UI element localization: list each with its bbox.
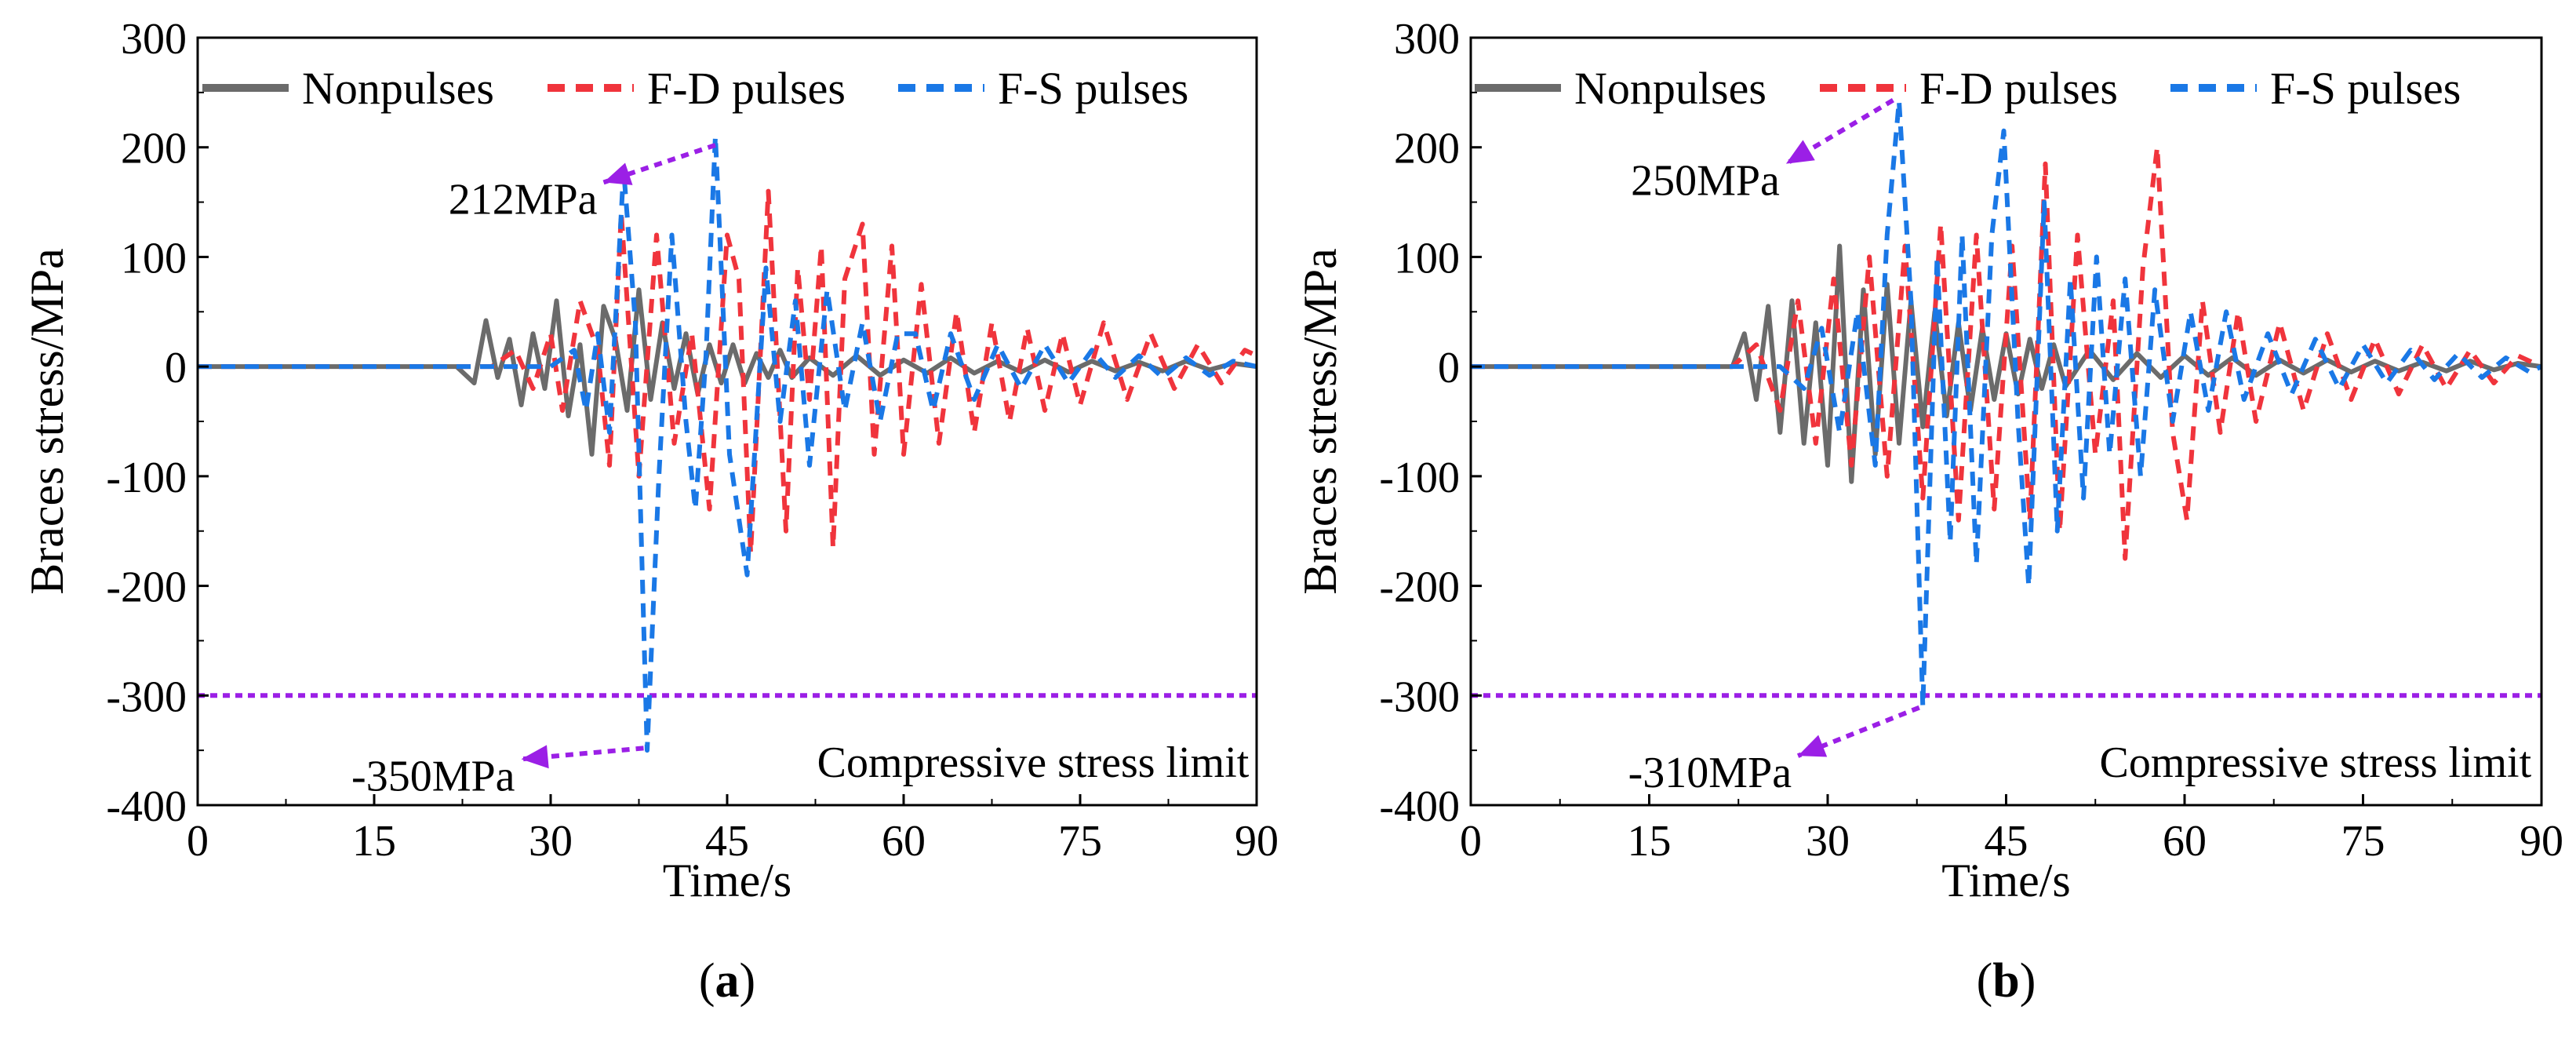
y-tick-label: -200 xyxy=(106,563,187,612)
y-tick-label: 100 xyxy=(1394,234,1460,283)
y-tick-label: 300 xyxy=(121,15,187,64)
legend-label-fs-pulses: F-S pulses xyxy=(2270,63,2461,114)
legend-label-fs-pulses: F-S pulses xyxy=(998,63,1188,114)
plot-frame xyxy=(196,36,1258,807)
legend-label-nonpulses: Nonpulses xyxy=(1574,63,1766,114)
chart-a: 0 15 30 45 60 75 90 -400 -300 -200 -100 0 100 200 300… xyxy=(21,15,1279,1008)
series-line-f-d-pulses xyxy=(198,188,1257,556)
x-tick-label: 75 xyxy=(1058,817,1102,866)
y-tick-label: -300 xyxy=(1379,673,1460,721)
x-tick-label: 90 xyxy=(1235,817,1279,866)
series-line-nonpulses xyxy=(198,287,1257,457)
annotation-compressive-stress-limit: Compressive stress limit xyxy=(817,738,1250,787)
annotation-label-250mpa: 250MPa xyxy=(1631,157,1780,206)
y-tick-label: 0 xyxy=(1438,344,1460,392)
annotation-label-310mpa: -310MPa xyxy=(1628,749,1792,797)
annotation-compressive-stress-limit: Compressive stress limit xyxy=(2100,738,2532,787)
x-tick-label: 60 xyxy=(882,817,926,866)
y-tick-label: -200 xyxy=(1379,563,1460,612)
annotation-arrowhead xyxy=(1785,140,1815,164)
series-line-f-d-pulses xyxy=(1471,144,2541,561)
annotation-arrowhead xyxy=(603,162,633,185)
x-tick-label: 30 xyxy=(529,817,573,866)
y-tick-label: 100 xyxy=(121,234,187,283)
x-tick-label: 0 xyxy=(1460,817,1482,866)
annotation-label-350mpa: -350MPa xyxy=(351,752,515,800)
chart-b: 0 15 30 45 60 75 90 -400 -300 -200 -100 0 100 200 300… xyxy=(1294,15,2563,1008)
y-tick-label: -400 xyxy=(1379,782,1460,831)
panel-caption: (a) xyxy=(699,954,755,1008)
x-axis-title: Time/s xyxy=(1941,855,2071,906)
y-axis-title: Braces stress/MPa xyxy=(21,248,73,595)
y-tick-label: 0 xyxy=(165,344,187,392)
x-tick-label: 0 xyxy=(187,817,209,866)
chart-panel-b: 0 15 30 45 60 75 90 -400 -300 -200 -100 0 100 200 300… xyxy=(1288,0,2576,1039)
x-tick-label: 45 xyxy=(705,817,749,866)
x-tick-label: 45 xyxy=(1985,817,2028,866)
annotation-arrow-line xyxy=(602,143,716,185)
y-tick-label: -100 xyxy=(1379,454,1460,502)
legend-label-fd-pulses: F-D pulses xyxy=(1919,63,2118,114)
chart-panel-a: 0 15 30 45 60 75 90 -400 -300 -200 -100 0 100 200 300… xyxy=(21,15,1279,1008)
y-tick-label: 200 xyxy=(121,125,187,173)
annotation-label-212mpa: 212MPa xyxy=(449,175,598,224)
x-tick-label: 30 xyxy=(1806,817,1850,866)
panel-caption: (b) xyxy=(1977,954,2036,1008)
series-line-f-s-pulses xyxy=(1471,99,2541,709)
x-axis-title: Time/s xyxy=(663,855,792,906)
x-tick-label: 60 xyxy=(2163,817,2207,866)
annotation-arrow-line xyxy=(1796,705,1920,758)
x-tick-label: 15 xyxy=(1628,817,1672,866)
y-tick-label: -100 xyxy=(106,454,187,502)
y-tick-label: -300 xyxy=(106,673,187,721)
legend-label-fd-pulses: F-D pulses xyxy=(647,63,846,114)
y-tick-label: 300 xyxy=(1394,15,1460,64)
y-tick-label: -400 xyxy=(106,782,187,831)
legend-label-nonpulses: Nonpulses xyxy=(302,63,494,114)
legend: Nonpulses F-D pulses F-S pulses xyxy=(202,63,1188,114)
x-tick-label: 15 xyxy=(352,817,396,866)
legend: Nonpulses F-D pulses F-S pulses xyxy=(1475,63,2461,114)
y-axis-title: Braces stress/MPa xyxy=(1294,248,1346,595)
y-tick-label: 200 xyxy=(1394,125,1460,173)
annotation-arrowhead xyxy=(521,745,549,769)
x-tick-label: 90 xyxy=(2520,817,2563,866)
annotation-arrowhead xyxy=(1798,735,1828,757)
x-tick-label: 75 xyxy=(2341,817,2385,866)
series-line-f-s-pulses xyxy=(198,133,1257,753)
